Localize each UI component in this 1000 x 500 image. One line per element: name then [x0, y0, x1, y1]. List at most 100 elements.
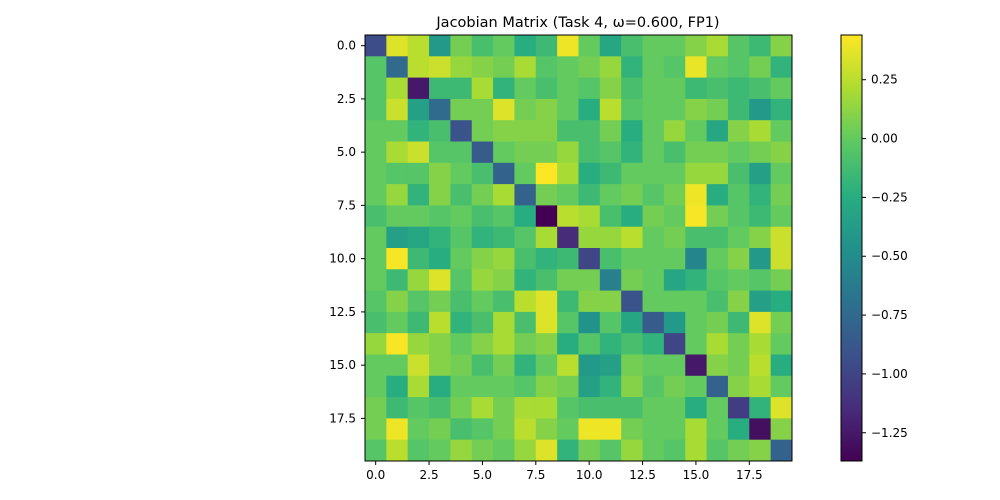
- heatmap-cell: [706, 354, 729, 377]
- heatmap-cell: [493, 290, 515, 313]
- heatmap-cell: [749, 98, 772, 121]
- heatmap-cell: [535, 375, 558, 398]
- heatmap-cell: [365, 77, 387, 100]
- heatmap-cell: [578, 248, 601, 270]
- heatmap-cell: [727, 56, 750, 78]
- heatmap-cell: [365, 226, 387, 249]
- heatmap-cell: [407, 184, 430, 206]
- heatmap-cell: [749, 333, 772, 355]
- heatmap-cell: [535, 269, 558, 291]
- heatmap-cell: [429, 269, 451, 291]
- heatmap-cell: [535, 162, 558, 185]
- x-tick-label: 7.5: [526, 468, 545, 482]
- heatmap-cell: [429, 418, 451, 441]
- heatmap-cell: [407, 56, 430, 78]
- heatmap-cell: [493, 98, 515, 121]
- heatmap-cell: [429, 248, 451, 270]
- heatmap-cell: [642, 248, 665, 270]
- heatmap-cell: [493, 418, 515, 441]
- heatmap-cell: [578, 205, 601, 228]
- heatmap-cell: [727, 77, 750, 100]
- colorbar-axis: 0.25 0.00 −0.25 −0.50 −0.75 −1.00 −1.25: [862, 73, 908, 440]
- heatmap-cell: [706, 120, 729, 142]
- heatmap-cell: [557, 141, 579, 164]
- heatmap-cell: [429, 375, 451, 398]
- heatmap-cell: [557, 290, 579, 313]
- heatmap-cell: [429, 311, 451, 334]
- heatmap-cell: [471, 439, 494, 462]
- heatmap-cell: [365, 205, 387, 228]
- heatmap-cell: [407, 98, 430, 121]
- heatmap-cell: [727, 98, 750, 121]
- heatmap-cell: [535, 184, 558, 206]
- heatmap-cell: [514, 311, 537, 334]
- heatmap-cell: [407, 439, 430, 462]
- heatmap-cell: [365, 418, 387, 441]
- heatmap-cell: [450, 35, 473, 57]
- x-tick-label: 17.5: [736, 468, 763, 482]
- heatmap-cell: [685, 226, 707, 249]
- heatmap-cell: [642, 290, 665, 313]
- heatmap-cell: [770, 248, 793, 270]
- heatmap-cell: [514, 375, 537, 398]
- heatmap-cell: [557, 56, 579, 78]
- heatmap-cell: [450, 98, 473, 121]
- heatmap-cell: [770, 397, 793, 419]
- heatmap-cell: [770, 77, 793, 100]
- heatmap-cell: [749, 439, 772, 462]
- heatmap-cell: [407, 354, 430, 377]
- heatmap-cell: [386, 311, 409, 334]
- heatmap-cell: [621, 375, 643, 398]
- heatmap-cell: [493, 375, 515, 398]
- heatmap-cell: [663, 205, 686, 228]
- heatmap-cell: [706, 248, 729, 270]
- heatmap-cell: [365, 333, 387, 355]
- heatmap-cell: [471, 162, 494, 185]
- heatmap-cell: [386, 248, 409, 270]
- heatmap-cell: [621, 397, 643, 419]
- heatmap-cell: [621, 77, 643, 100]
- heatmap-cell: [535, 226, 558, 249]
- heatmap-cell: [727, 226, 750, 249]
- heatmap-cell: [685, 375, 707, 398]
- heatmap-cell: [365, 120, 387, 142]
- heatmap-cell: [450, 333, 473, 355]
- heatmap-cell: [514, 205, 537, 228]
- heatmap-cell: [727, 397, 750, 419]
- heatmap-cell: [386, 98, 409, 121]
- heatmap-cell: [599, 248, 622, 270]
- heatmap-cell: [450, 354, 473, 377]
- heatmap-cell: [557, 77, 579, 100]
- colorbar: [841, 35, 862, 461]
- heatmap-cell: [642, 56, 665, 78]
- heatmap-cell: [621, 120, 643, 142]
- heatmap-cell: [599, 98, 622, 121]
- heatmap-cell: [685, 120, 707, 142]
- heatmap-cell: [770, 141, 793, 164]
- y-tick-label: 0.0: [337, 39, 356, 53]
- heatmap-cell: [386, 333, 409, 355]
- x-tick-label: 12.5: [629, 468, 656, 482]
- heatmap-cell: [471, 120, 494, 142]
- heatmap-cell: [663, 269, 686, 291]
- y-tick-label: 12.5: [329, 305, 356, 319]
- x-tick-label: 5.0: [473, 468, 492, 482]
- heatmap-cell: [621, 333, 643, 355]
- heatmap-cell: [557, 248, 579, 270]
- heatmap-cell: [621, 162, 643, 185]
- heatmap-cell: [578, 290, 601, 313]
- heatmap-cell: [557, 439, 579, 462]
- heatmap-cell: [557, 184, 579, 206]
- heatmap-cell: [365, 162, 387, 185]
- heatmap-cell: [386, 120, 409, 142]
- heatmap-cell: [599, 397, 622, 419]
- heatmap-cell: [642, 375, 665, 398]
- heatmap-cell: [663, 226, 686, 249]
- heatmap-cell: [450, 375, 473, 398]
- colorbar-tick-label: 0.25: [871, 73, 898, 87]
- heatmap-cell: [770, 354, 793, 377]
- y-axis: 0.0 2.5 5.0 7.5 10.0 12.5 15.0 17.5: [329, 39, 365, 425]
- heatmap-cell: [621, 418, 643, 441]
- heatmap-cell: [599, 311, 622, 334]
